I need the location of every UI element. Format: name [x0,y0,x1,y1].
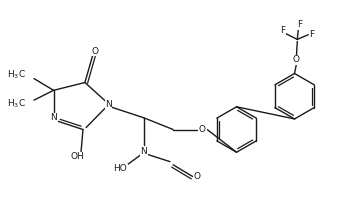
Text: N: N [140,146,147,156]
Text: F: F [280,26,285,35]
Text: F: F [310,30,315,39]
Text: OH: OH [70,152,84,161]
Text: H$_3$C: H$_3$C [7,98,26,110]
Text: N: N [50,113,57,122]
Text: HO: HO [113,164,127,173]
Text: O: O [91,47,98,56]
Text: F: F [297,20,302,29]
Text: O: O [199,125,206,134]
Text: O: O [194,172,201,181]
Text: H$_3$C: H$_3$C [7,68,26,81]
Text: N: N [105,100,112,109]
Text: O: O [293,55,300,64]
